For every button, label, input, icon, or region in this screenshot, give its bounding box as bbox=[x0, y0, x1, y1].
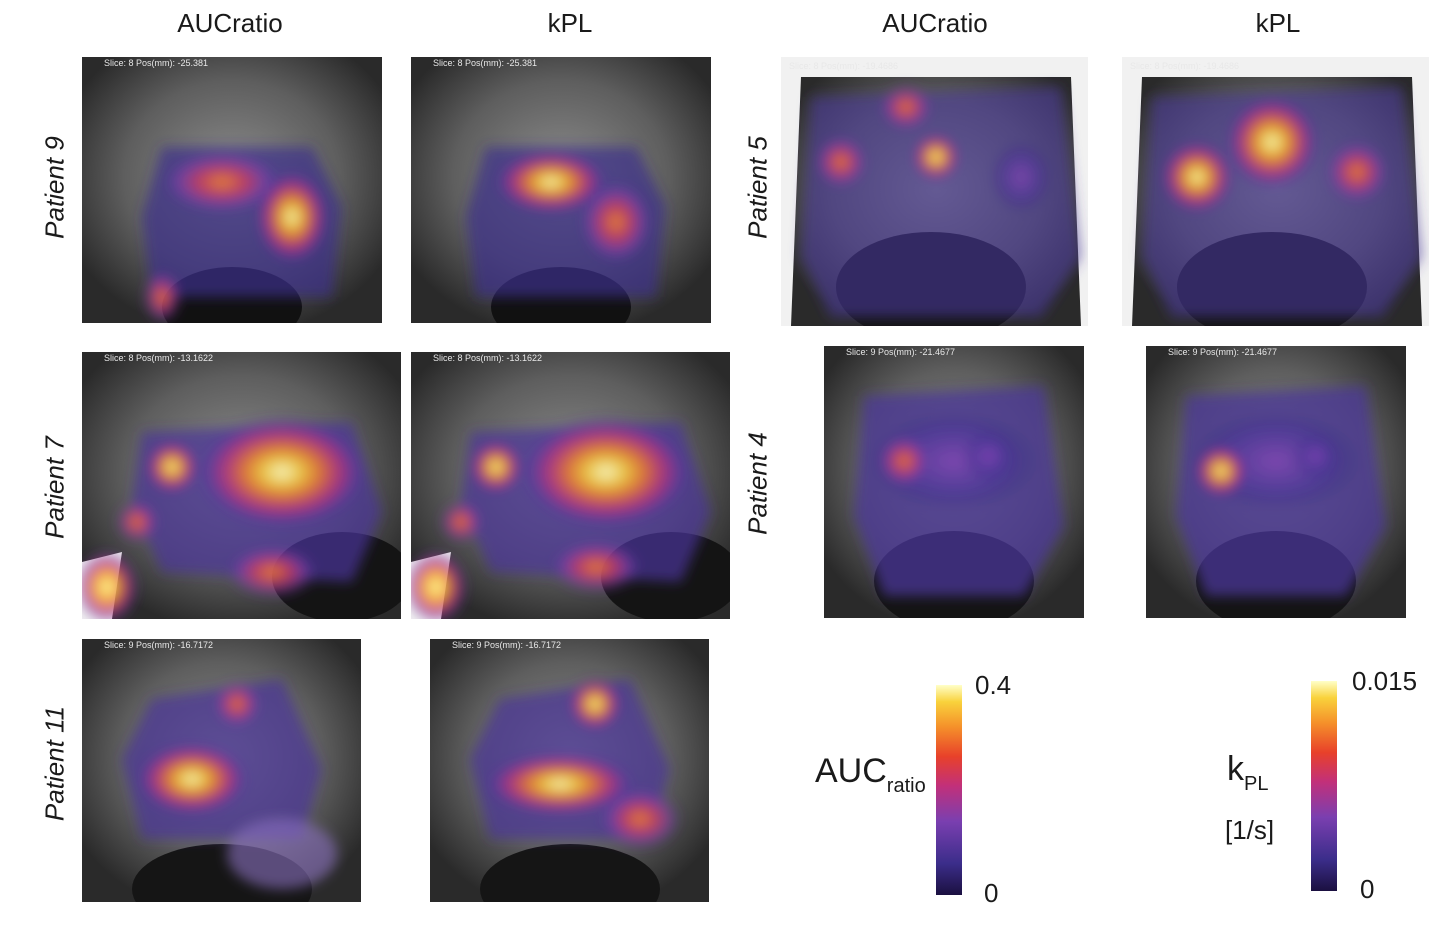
colorbar-kpl-unit: [1/s] bbox=[1225, 815, 1275, 845]
colorbar-aucratio-title-main: AUC bbox=[815, 752, 887, 790]
slice-position-text: Slice: 9 Pos(mm): -21.4677 bbox=[846, 347, 956, 357]
slice-position-text: Slice: 9 Pos(mm): -21.4677 bbox=[1168, 347, 1278, 357]
mri-panel-patient-5-aucratio: Slice: 8 Pos(mm): -19.4686 bbox=[781, 57, 1088, 326]
slice-position-text: Slice: 9 Pos(mm): -16.7172 bbox=[452, 640, 562, 650]
colorbar-aucratio-min-label: 0 bbox=[984, 878, 999, 908]
slice-position-text: Slice: 9 Pos(mm): -16.7172 bbox=[104, 640, 214, 650]
mri-panel-patient-11-kpl: Slice: 9 Pos(mm): -16.7172 bbox=[430, 639, 709, 902]
column-header-aucratio-right: AUCratio bbox=[882, 8, 988, 38]
slice-position-text: Slice: 8 Pos(mm): -25.381 bbox=[104, 58, 209, 68]
mri-panel-patient-5-kpl: Slice: 8 Pos(mm): -19.4686 bbox=[1122, 57, 1429, 326]
mri-panel-patient-4-kpl: Slice: 9 Pos(mm): -21.4677 bbox=[1146, 346, 1406, 618]
colorbar-kpl bbox=[1311, 681, 1337, 891]
slice-position-text: Slice: 8 Pos(mm): -25.381 bbox=[433, 58, 538, 68]
row-label-patient-5: Patient 5 bbox=[742, 136, 773, 239]
colorbar-kpl-title: kPL bbox=[1227, 750, 1268, 796]
row-label-patient-9: Patient 9 bbox=[39, 136, 70, 239]
colorbar-kpl-title-main: k bbox=[1227, 750, 1244, 788]
colorbar-aucratio bbox=[936, 685, 962, 895]
mri-panel-patient-9-aucratio: Slice: 8 Pos(mm): -25.381 bbox=[82, 57, 382, 323]
row-label-patient-7: Patient 7 bbox=[39, 436, 70, 539]
row-label-patient-11: Patient 11 bbox=[39, 705, 70, 822]
mri-panel-patient-9-kpl: Slice: 8 Pos(mm): -25.381 bbox=[411, 57, 711, 323]
mri-panel-patient-7-aucratio: Slice: 8 Pos(mm): -13.1622 bbox=[82, 352, 401, 619]
row-label-patient-4: Patient 4 bbox=[742, 432, 773, 535]
colorbar-kpl-min-label: 0 bbox=[1360, 874, 1375, 904]
colorbar-aucratio-title-sub: ratio bbox=[886, 775, 926, 797]
slice-position-text: Slice: 8 Pos(mm): -13.1622 bbox=[104, 353, 214, 363]
mri-panel-patient-11-aucratio: Slice: 9 Pos(mm): -16.7172 bbox=[82, 639, 361, 902]
slice-position-text: Slice: 8 Pos(mm): -19.4686 bbox=[1130, 61, 1240, 71]
slice-position-text: Slice: 8 Pos(mm): -19.4686 bbox=[789, 61, 899, 71]
colorbar-aucratio-title: AUCratio bbox=[815, 752, 926, 798]
colorbar-aucratio-max-label: 0.4 bbox=[975, 670, 1012, 700]
mri-panel-patient-7-kpl: Slice: 8 Pos(mm): -13.1622 bbox=[411, 352, 730, 619]
colorbar-kpl-max-label: 0.015 bbox=[1352, 666, 1418, 696]
mri-panel-patient-4-aucratio: Slice: 9 Pos(mm): -21.4677 bbox=[824, 346, 1084, 618]
colorbar-kpl-title-sub: PL bbox=[1244, 773, 1269, 795]
column-header-aucratio-left: AUCratio bbox=[177, 8, 283, 38]
slice-position-text: Slice: 8 Pos(mm): -13.1622 bbox=[433, 353, 543, 363]
column-header-kpl-right: kPL bbox=[1255, 8, 1301, 38]
column-header-kpl-left: kPL bbox=[547, 8, 593, 38]
